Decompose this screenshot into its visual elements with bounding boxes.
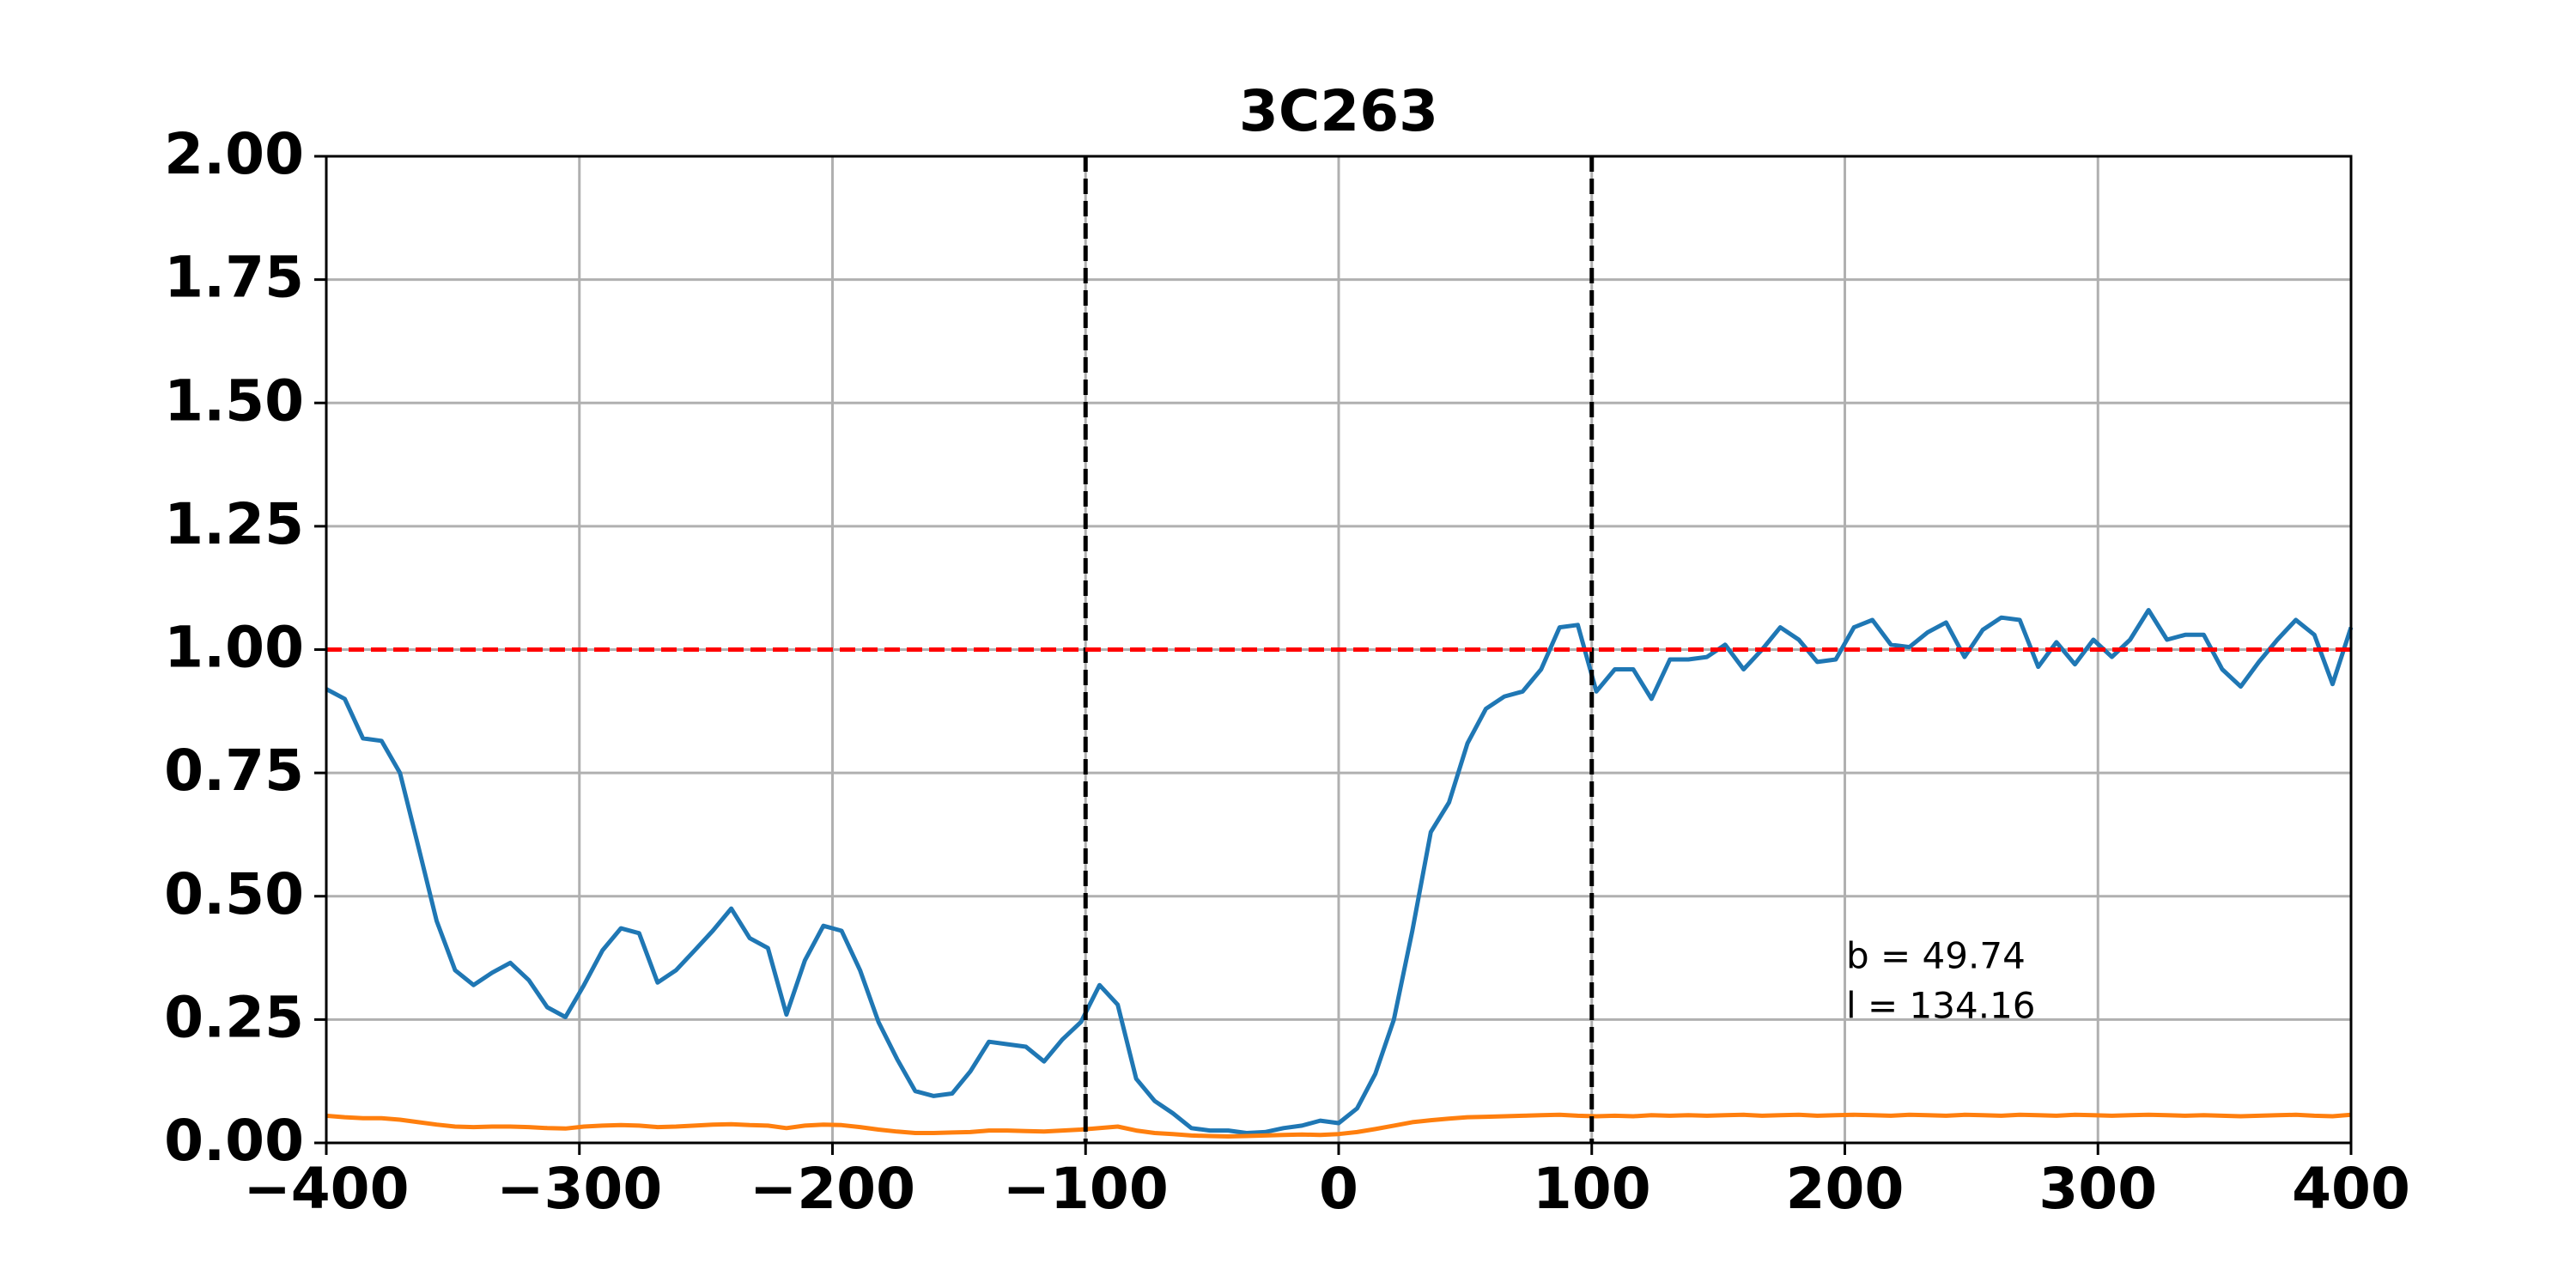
- plot-frame: [325, 155, 2353, 1145]
- y-tick-label: 2.00: [164, 121, 304, 187]
- x-tick-label: 0: [1319, 1156, 1358, 1222]
- x-tick-label: −100: [1003, 1156, 1169, 1222]
- x-tick-label: −200: [750, 1156, 915, 1222]
- y-tick-label: 1.50: [164, 368, 304, 434]
- x-tick-label: −400: [243, 1156, 409, 1222]
- annotation: b = 49.74: [1846, 935, 2026, 977]
- y-tick-label: 1.25: [164, 491, 304, 557]
- y-tick-label: 1.75: [164, 245, 304, 311]
- data-line: [325, 608, 2354, 1135]
- data-line: [325, 1112, 2352, 1139]
- x-tick-label: 100: [1533, 1156, 1651, 1222]
- chart-title: 3C263: [1239, 78, 1438, 144]
- y-tick-label: 0.75: [164, 738, 304, 804]
- y-tick-label: 0.50: [164, 861, 304, 927]
- y-tick-label: 1.00: [164, 615, 304, 681]
- x-tick-label: −300: [496, 1156, 662, 1222]
- x-tick-label: 300: [2038, 1156, 2157, 1222]
- annotation: l = 134.16: [1846, 985, 2036, 1027]
- y-tick-label: 0.00: [164, 1108, 304, 1174]
- x-tick-label: 200: [1786, 1156, 1905, 1222]
- y-tick-label: 0.25: [164, 984, 304, 1050]
- x-tick-label: 400: [2292, 1156, 2410, 1222]
